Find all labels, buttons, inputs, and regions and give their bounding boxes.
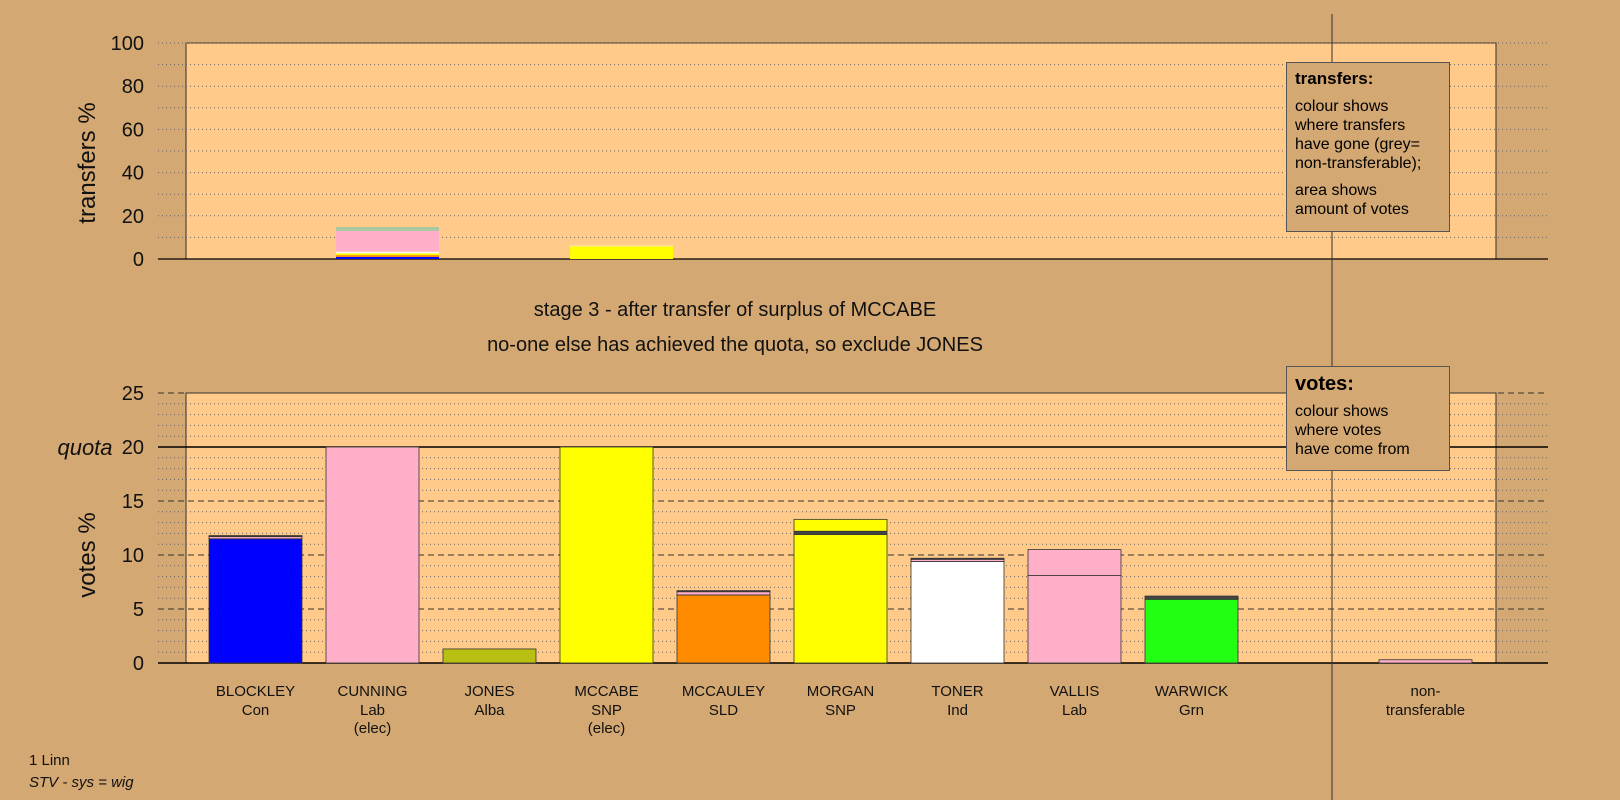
transfer-segment-cunning [336,251,439,254]
transfer-segment-mccabe [570,246,673,259]
legend-votes-line: where votes [1295,422,1382,439]
vote-segment-warwick [1144,595,1239,600]
vote-segment-mccauley [676,590,771,593]
transfer-segment-mccabe [570,245,673,247]
transfer-segment-cunning [336,256,439,259]
candidate-name-label: WARWICK [1155,683,1228,700]
candidate-name-label: MCCABE [574,683,638,700]
vote-segment-vallis [1027,549,1122,576]
votes-y-tick-label: 0 [133,653,144,675]
transfers-y-tick-label: 20 [122,206,144,228]
candidate-party-label: Grn [1179,702,1204,719]
vote-segment-morgan [793,534,888,664]
candidate-name-label: JONES [464,683,514,700]
legend-transfers: transfers: colour shows where transfers … [1286,62,1450,232]
legend-transfers-line: where transfers [1295,117,1406,134]
constituency-label: 1 Linn [29,752,70,769]
candidate-party-label: Ind [947,702,968,719]
vote-segment-mccauley [676,594,771,664]
candidate-name-label: BLOCKLEY [216,683,295,700]
vote-segment-morgan [793,530,888,535]
vote-segment-warwick [1144,598,1239,664]
quota-label: quota [57,435,112,460]
votes-y-tick-label: 25 [122,383,144,405]
candidate-party-label: Con [242,702,270,719]
candidate-party-label: SNP [825,702,856,719]
vote-segment-blockley [208,538,303,664]
legend-transfers-line: area shows [1295,182,1377,199]
legend-transfers-line: amount of votes [1295,201,1409,218]
transfers-y-tick-label: 40 [122,163,144,185]
votes-y-tick-label: 15 [122,491,144,513]
candidate-party-label: SNP [591,702,622,719]
legend-votes-title: votes: [1295,373,1354,395]
vote-segment-morgan [793,518,888,532]
votes-y-axis-label: votes % [74,512,101,597]
legend-transfers-title: transfers: [1295,69,1374,88]
candidate-party-label: Lab [1062,702,1087,719]
transfers-y-tick-label: 0 [133,249,144,271]
candidate-elected-label: (elec) [588,720,626,737]
candidate-elected-label: (elec) [354,720,392,737]
vote-segment-mccabe [559,446,654,664]
candidate-party-label: Lab [360,702,385,719]
legend-votes-line: have come from [1295,441,1410,458]
transfer-segment-cunning [336,227,439,231]
votes-y-tick-label: 10 [122,545,144,567]
transfers-y-axis-label: transfers % [74,102,101,223]
stage-heading: stage 3 - after transfer of surplus of M… [533,299,937,321]
legend-transfers-line: non-transferable); [1295,155,1422,172]
vote-segment-cunning [325,446,420,664]
vote-segment-blockley [208,535,303,538]
vote-segment-toner [910,561,1005,664]
votes-y-tick-label: 20 [122,437,144,459]
votes-y-tick-label: 5 [133,599,144,621]
vote-segment-mccauley [676,591,771,596]
transfer-segment-cunning [336,253,439,256]
legend-votes-line: colour shows [1295,403,1389,420]
transfers-y-tick-label: 100 [111,33,144,55]
transfer-segment-cunning [336,255,439,257]
legend-transfers-line: colour shows [1295,98,1389,115]
candidate-name-label: VALLIS [1050,683,1100,700]
candidate-name-label: TONER [931,683,983,700]
candidate-name-label: MCCAULEY [682,683,765,700]
system-label: STV - sys = wig [29,774,134,791]
legend-votes: votes: colour shows where votes have com… [1286,366,1450,471]
transfers-y-tick-label: 80 [122,76,144,98]
vote-segment-toner [910,557,1005,560]
vote-segment-vallis [1027,575,1122,664]
transfer-segment-cunning [336,230,439,252]
candidate-name-label: CUNNING [338,683,408,700]
candidate-party-label: SLD [709,702,738,719]
vote-segment-jones [442,648,537,664]
candidate-name-label: non- [1410,683,1440,700]
candidate-name-label: MORGAN [807,683,875,700]
candidate-party-label: transferable [1386,702,1465,719]
transfers-plot-area [185,42,1497,260]
vote-segment-non [1378,659,1473,664]
stage-subheading: no-one else has achieved the quota, so e… [487,334,983,356]
candidate-party-label: Alba [474,702,505,719]
legend-transfers-line: have gone (grey= [1295,136,1420,153]
transfers-y-tick-label: 60 [122,119,144,141]
